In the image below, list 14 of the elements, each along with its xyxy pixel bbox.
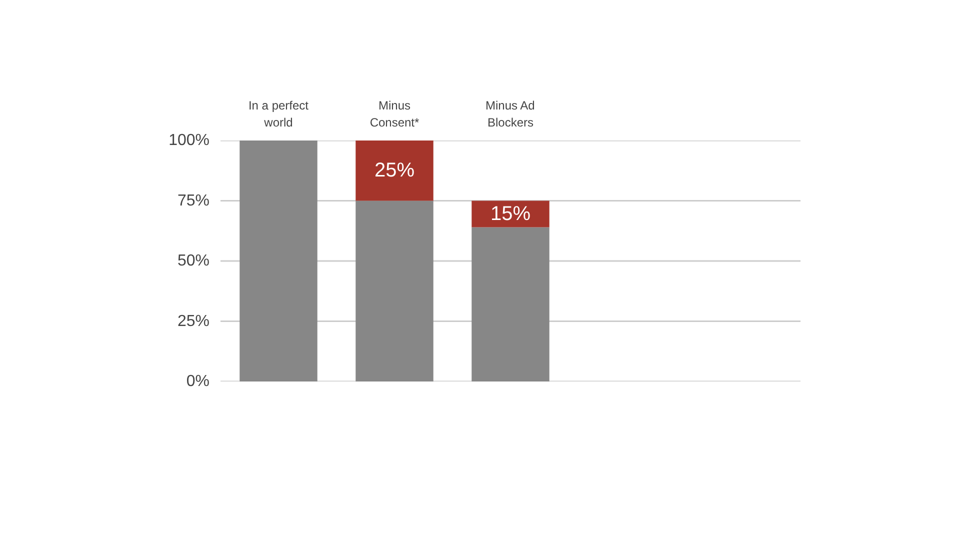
bar bbox=[240, 140, 318, 382]
x-tick-label: Minus Consent* bbox=[370, 98, 420, 130]
bar bbox=[356, 200, 434, 382]
x-tick-label: In a perfect world bbox=[248, 98, 310, 130]
y-tick-label: 100% bbox=[168, 132, 210, 149]
y-tick-label: 0% bbox=[186, 373, 210, 390]
annotation: 25% bbox=[374, 160, 415, 182]
y-tick-label: 75% bbox=[177, 192, 210, 210]
bar bbox=[356, 140, 434, 201]
bar bbox=[472, 227, 550, 382]
x-tick-label: Minus Ad Blockers bbox=[485, 98, 535, 130]
y-tick-label: 50% bbox=[177, 252, 210, 270]
annotation: 15% bbox=[490, 203, 531, 226]
y-tick-label: 25% bbox=[177, 312, 210, 330]
